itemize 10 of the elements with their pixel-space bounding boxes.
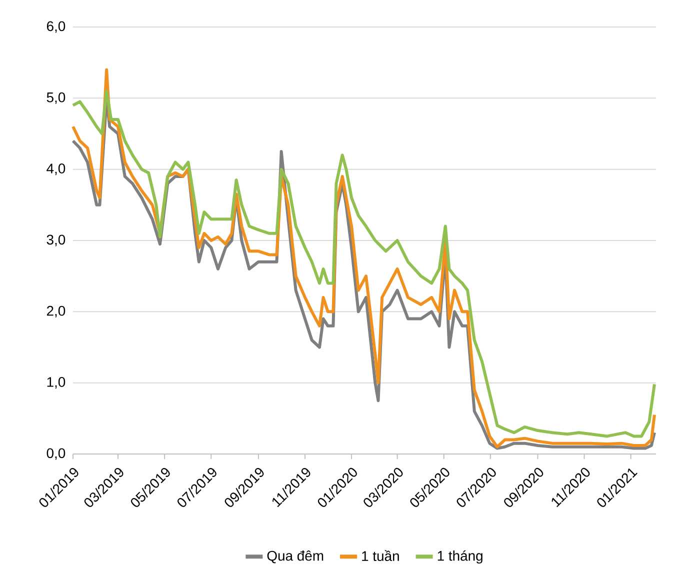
y-tick-label: 4,0 bbox=[46, 164, 66, 176]
legend-label: 1 tháng bbox=[438, 550, 482, 564]
y-tick-label: 5,0 bbox=[46, 92, 66, 104]
y-tick-label: 2,0 bbox=[46, 306, 66, 318]
y-tick-label: 6,0 bbox=[46, 21, 66, 33]
legend-label: 1 tuần bbox=[362, 550, 399, 562]
y-tick-label: 0,0 bbox=[46, 448, 66, 460]
y-tick-label: 3,0 bbox=[46, 234, 66, 246]
y-tick-label: 1,0 bbox=[47, 377, 66, 389]
legend-label: Qua đêm bbox=[267, 550, 324, 564]
